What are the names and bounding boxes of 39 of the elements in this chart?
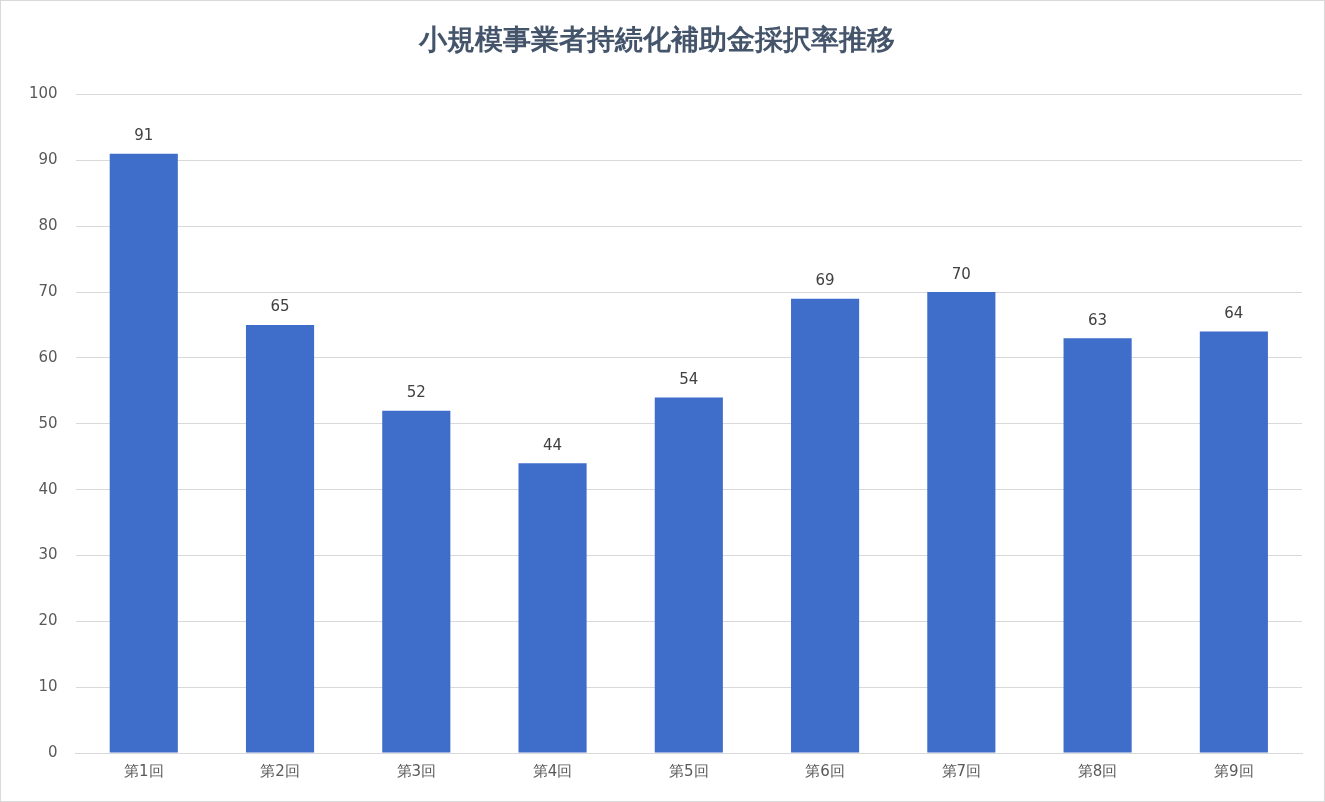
data-label: 64 <box>1224 304 1244 323</box>
bar <box>791 298 860 753</box>
bar <box>1199 331 1268 753</box>
bar <box>654 397 723 753</box>
y-tick-label: 10 <box>38 677 58 696</box>
data-label: 44 <box>543 435 563 454</box>
y-tick-label: 40 <box>38 479 58 498</box>
x-tick-label: 第8回 <box>1077 761 1118 780</box>
y-tick-label: 70 <box>38 282 58 301</box>
y-tick-label: 90 <box>38 150 58 169</box>
bar <box>518 463 587 753</box>
data-label: 54 <box>679 369 699 388</box>
x-tick-label: 第7回 <box>941 761 982 780</box>
data-label: 52 <box>406 383 426 402</box>
y-tick-label: 80 <box>38 216 58 235</box>
x-tick-label: 第2回 <box>260 761 300 780</box>
data-label: 69 <box>815 271 835 290</box>
data-label: 70 <box>951 264 971 283</box>
bar <box>927 292 996 753</box>
x-tick-label: 第5回 <box>669 761 709 780</box>
x-tick-label: 第6回 <box>805 761 845 780</box>
y-tick-label: 20 <box>38 611 58 630</box>
y-tick-label: 30 <box>38 545 58 564</box>
x-tick-label: 第9回 <box>1214 761 1254 780</box>
x-tick-label: 第1回 <box>123 761 164 780</box>
y-tick-label: 60 <box>38 347 58 366</box>
bar <box>109 153 178 753</box>
x-tick-label: 第4回 <box>532 761 573 780</box>
chart-title: 小規模事業者持続化補助金採択率推移 <box>417 23 895 57</box>
bar <box>382 410 451 753</box>
data-label: 63 <box>1088 310 1108 329</box>
data-label: 91 <box>134 126 154 145</box>
bar <box>245 325 315 753</box>
y-tick-label: 100 <box>28 84 58 103</box>
data-label: 65 <box>270 297 290 316</box>
bar <box>1063 338 1132 753</box>
y-tick-label: 0 <box>48 742 58 761</box>
x-tick-label: 第3回 <box>396 761 437 780</box>
y-tick-label: 50 <box>38 413 58 432</box>
